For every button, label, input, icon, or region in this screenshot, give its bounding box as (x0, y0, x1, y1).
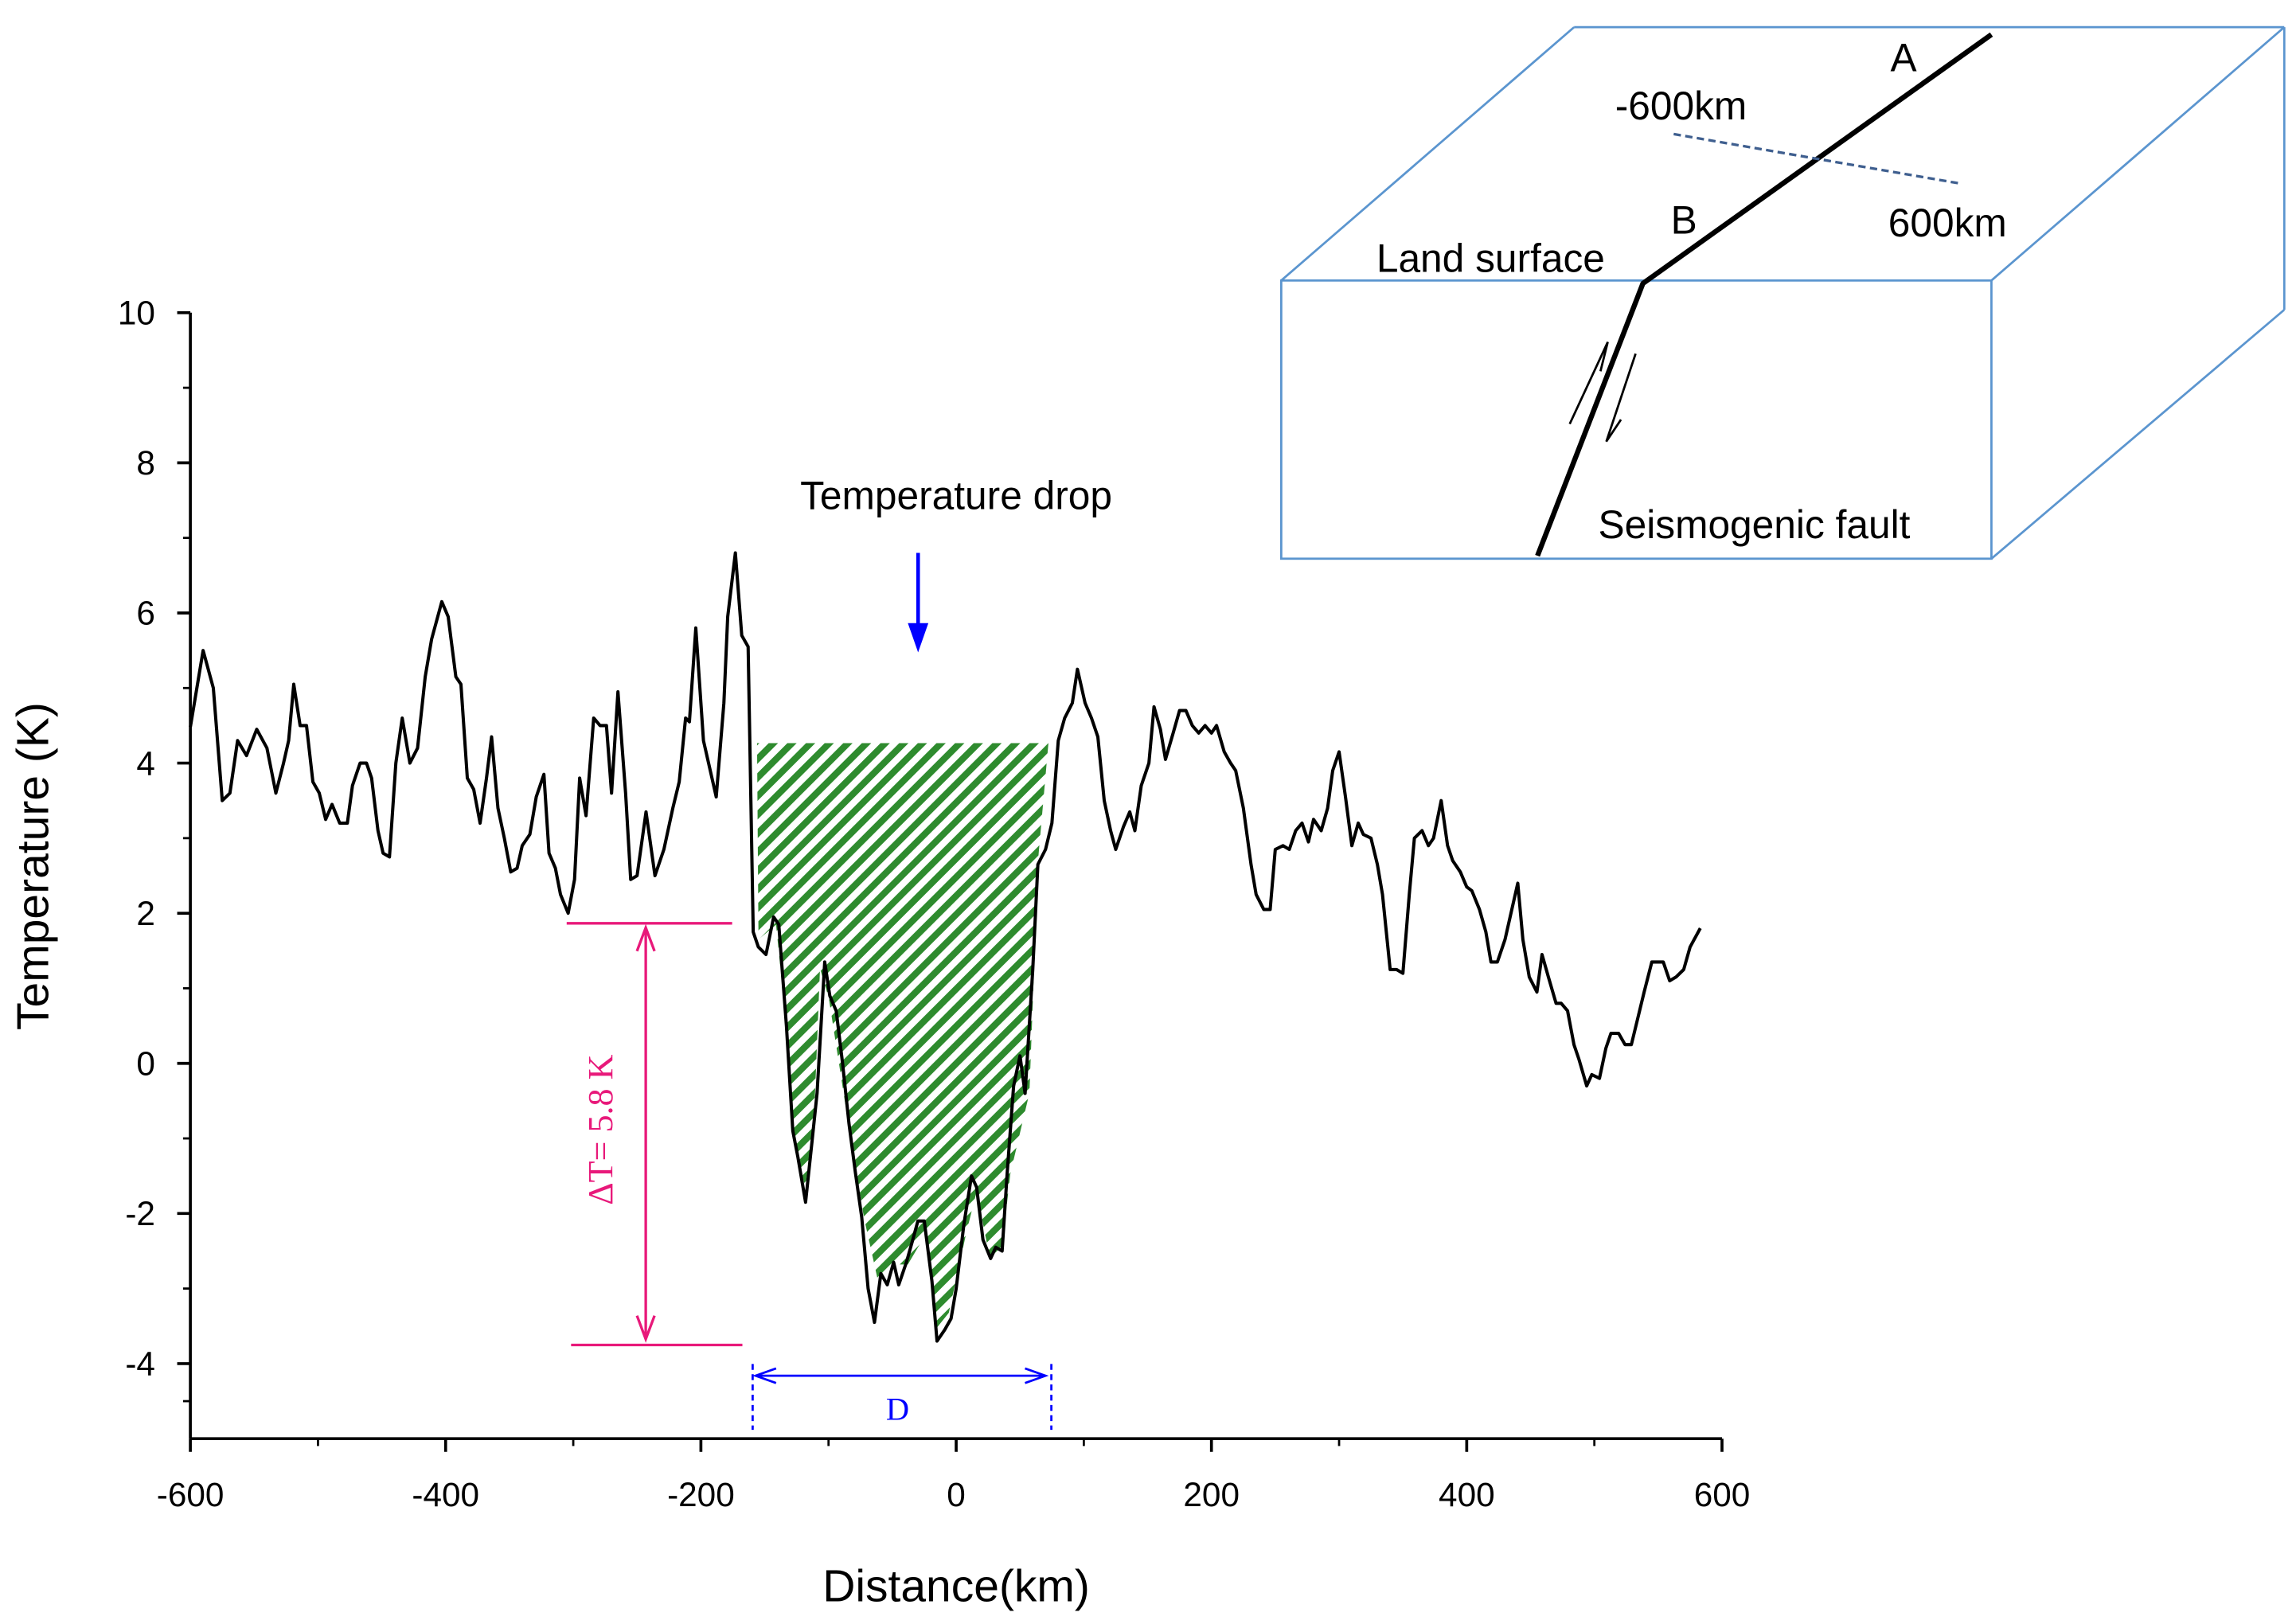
y-tick-label: -2 (125, 1195, 155, 1232)
x-tick-label: -400 (412, 1476, 479, 1513)
drop-label: Temperature drop (800, 473, 1112, 517)
x-tick-label: 400 (1439, 1476, 1495, 1513)
y-tick-label: 6 (136, 595, 155, 632)
inset-diagram (1279, 25, 2286, 560)
y-tick-label: 0 (136, 1044, 155, 1082)
width-marker (752, 1364, 1052, 1431)
right-distance: 600km (1888, 201, 2007, 245)
y-tick-label: 10 (118, 295, 155, 332)
point-a: A (1891, 35, 1918, 80)
x-tick-label: 600 (1694, 1476, 1751, 1513)
delta-marker (566, 922, 743, 1347)
y-axis-title: Temperature (K) (8, 702, 59, 1030)
y-tick-label: 2 (136, 895, 155, 932)
temperature-line (189, 551, 1702, 1343)
point-b: B (1671, 197, 1697, 242)
x-tick-label: 0 (947, 1476, 966, 1513)
drop-arrow (908, 552, 929, 653)
fault-label: Seismogenic fault (1598, 502, 1910, 547)
left-distance: -600km (1615, 84, 1747, 128)
y-tick-label: -4 (125, 1345, 155, 1383)
land-surface: Land surface (1376, 236, 1605, 280)
y-tick-label: 4 (136, 744, 155, 782)
x-tick-label: -600 (157, 1476, 225, 1513)
y-tick-label: 8 (136, 444, 155, 482)
x-tick-label: -200 (667, 1476, 735, 1513)
temperature-drop-area (756, 743, 1048, 1328)
delta-label: ΔT= 5.8 K (581, 1054, 620, 1204)
width-label: D (886, 1391, 909, 1427)
x-axis-title: Distance(km) (822, 1560, 1090, 1611)
x-tick-label: 200 (1183, 1476, 1240, 1513)
